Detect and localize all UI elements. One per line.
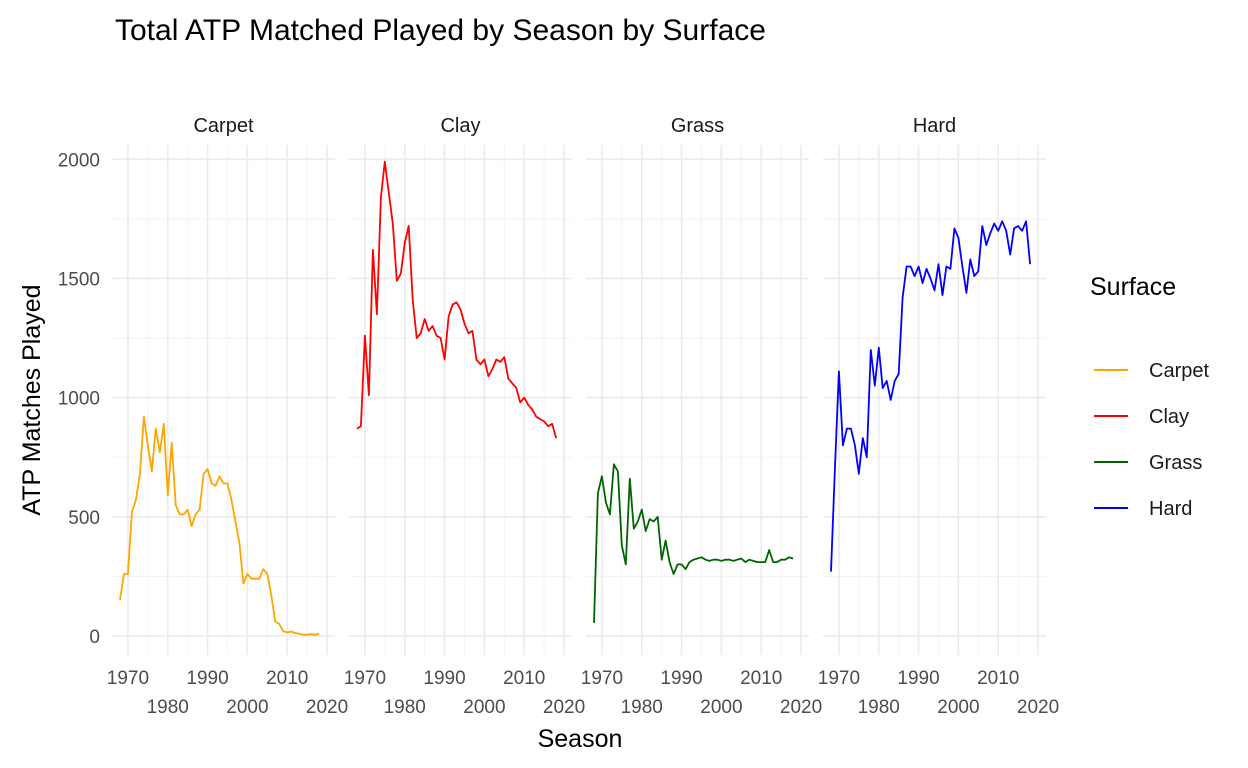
strip-label-clay: Clay bbox=[440, 115, 480, 137]
x-tick-label: 1970 bbox=[107, 668, 149, 689]
x-tick-label: 1970 bbox=[818, 668, 860, 689]
legend: Surface Carpet Clay Grass Hard bbox=[1090, 273, 1209, 520]
x-tick-label: 2000 bbox=[937, 697, 979, 718]
legend-item-grass: Grass bbox=[1094, 452, 1202, 474]
strip-label-hard: Hard bbox=[913, 115, 956, 137]
y-tick-label: 500 bbox=[68, 508, 100, 529]
x-tick-label: 2010 bbox=[503, 668, 545, 689]
panel-grass: Grass 1970 1990 2010 1980 2000 2020 bbox=[581, 115, 822, 718]
x-tick-label: 2010 bbox=[977, 668, 1019, 689]
x-tick-label: 2000 bbox=[700, 697, 742, 718]
series-line-carpet bbox=[119, 415, 320, 636]
x-tick-label: 2020 bbox=[306, 697, 348, 718]
x-tick-label: 1990 bbox=[423, 668, 465, 689]
legend-item-clay: Clay bbox=[1094, 406, 1189, 428]
panel-carpet: Carpet 1970 1990 2010 1980 2000 2020 bbox=[107, 115, 348, 718]
legend-item-hard: Hard bbox=[1094, 498, 1192, 520]
x-tick-label: 2010 bbox=[266, 668, 308, 689]
legend-title: Surface bbox=[1090, 273, 1176, 301]
legend-label-carpet: Carpet bbox=[1149, 360, 1209, 382]
x-tick-label: 1990 bbox=[660, 668, 702, 689]
y-tick-label: 0 bbox=[89, 627, 100, 648]
x-tick-label: 1980 bbox=[147, 697, 189, 718]
x-tick-label: 1970 bbox=[344, 668, 386, 689]
series-line-hard bbox=[830, 220, 1031, 572]
x-tick-label: 1970 bbox=[581, 668, 623, 689]
y-tick-label: 2000 bbox=[58, 150, 100, 171]
x-tick-label: 2000 bbox=[226, 697, 268, 718]
x-axis-title: Season bbox=[538, 725, 623, 753]
legend-item-carpet: Carpet bbox=[1094, 360, 1209, 382]
panels-layer: Carpet 1970 1990 2010 1980 2000 2020 Clay 1970 19… bbox=[58, 115, 1059, 718]
x-tick-label: 1990 bbox=[186, 668, 228, 689]
x-tick-label: 1980 bbox=[384, 697, 426, 718]
y-tick-label: 1000 bbox=[58, 389, 100, 410]
x-tick-label: 2010 bbox=[740, 668, 782, 689]
x-tick-label: 1990 bbox=[897, 668, 939, 689]
x-tick-label: 2020 bbox=[780, 697, 822, 718]
strip-label-grass: Grass bbox=[671, 115, 724, 137]
strip-label-carpet: Carpet bbox=[193, 115, 253, 137]
chart-title: Total ATP Matched Played by Season by Su… bbox=[115, 14, 766, 47]
x-tick-label: 1980 bbox=[858, 697, 900, 718]
panel-clay: Clay 1970 1990 2010 1980 2000 2020 bbox=[344, 115, 585, 718]
x-tick-label: 2000 bbox=[463, 697, 505, 718]
panel-hard: Hard 1970 1990 2010 1980 2000 2020 bbox=[818, 115, 1059, 718]
legend-label-clay: Clay bbox=[1149, 406, 1189, 428]
x-tick-label: 1980 bbox=[621, 697, 663, 718]
x-tick-label: 2020 bbox=[543, 697, 585, 718]
series-line-grass bbox=[593, 463, 794, 623]
legend-label-hard: Hard bbox=[1149, 498, 1192, 520]
series-line-clay bbox=[356, 160, 557, 439]
y-tick-label: 1500 bbox=[58, 269, 100, 290]
y-axis-title: ATP Matches Played bbox=[18, 284, 46, 515]
x-tick-label: 2020 bbox=[1017, 697, 1059, 718]
legend-label-grass: Grass bbox=[1149, 452, 1202, 474]
